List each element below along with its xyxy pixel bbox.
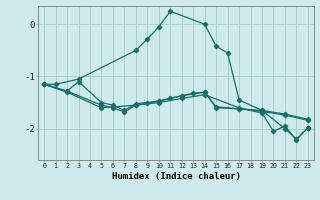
X-axis label: Humidex (Indice chaleur): Humidex (Indice chaleur) [111,172,241,181]
